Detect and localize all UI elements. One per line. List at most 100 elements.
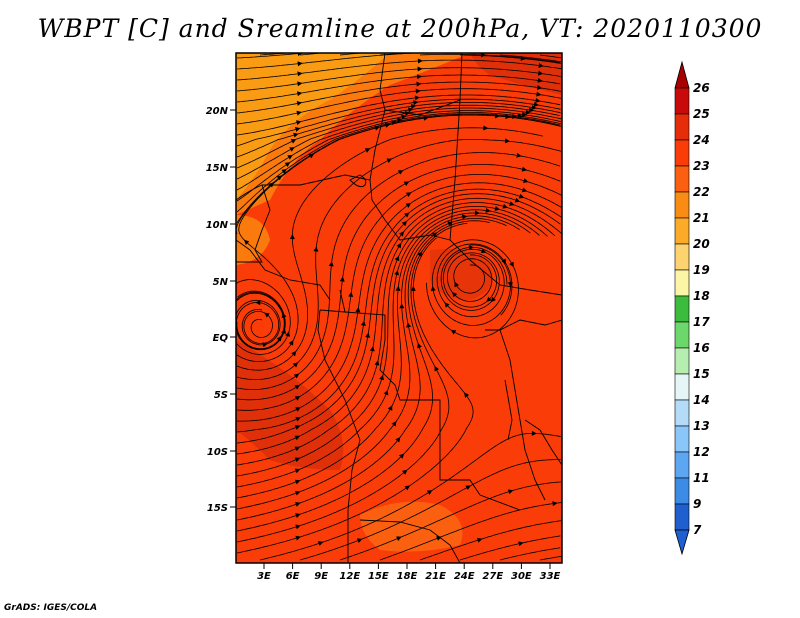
colorbar-segment xyxy=(674,139,690,167)
streamline-arrow xyxy=(486,296,492,302)
streamline-arrow xyxy=(507,282,513,288)
lon-label: 21E xyxy=(425,571,446,582)
streamline xyxy=(236,174,562,411)
streamline-arrow xyxy=(288,340,294,346)
streamline-arrow xyxy=(405,202,412,208)
streamline-arrow xyxy=(406,322,412,328)
streamline-arrow xyxy=(509,201,515,206)
streamline xyxy=(236,292,285,350)
streamline-arrow xyxy=(465,485,471,491)
streamline-arrow xyxy=(538,70,544,76)
streamline xyxy=(299,459,561,561)
lat-label: 20N xyxy=(206,106,229,117)
map-frame xyxy=(235,52,563,564)
streamline xyxy=(339,481,562,561)
streamline-arrow xyxy=(483,125,489,131)
lat-label: EQ xyxy=(213,333,229,344)
streamline-arrow xyxy=(430,285,436,292)
streamline-arrow xyxy=(284,162,291,167)
streamline-arrow xyxy=(292,362,299,368)
streamline-arrow xyxy=(386,158,393,164)
streamline-arrow xyxy=(395,285,401,292)
streamline xyxy=(236,59,562,81)
colorbar-segment xyxy=(674,295,690,323)
streamline-arrow xyxy=(552,501,558,507)
streamline-arrow xyxy=(518,193,525,199)
colorbar-label: 19 xyxy=(693,263,710,277)
streamline-arrow xyxy=(410,285,416,291)
streamline xyxy=(236,53,303,59)
colorbar-label: 7 xyxy=(693,523,702,537)
streamline-arrow xyxy=(297,61,303,67)
streamline-arrow xyxy=(417,66,423,72)
streamline xyxy=(426,239,519,339)
streamline-arrow xyxy=(295,502,301,507)
shade-orange-south xyxy=(360,501,463,552)
streamline-arrow xyxy=(399,303,405,309)
streamline-arrow xyxy=(294,396,301,401)
streamline-arrow xyxy=(537,77,543,83)
colorbar-segment xyxy=(674,243,690,271)
streamline-arrow xyxy=(417,58,423,64)
streamline-arrow xyxy=(383,389,389,396)
lon-label: 18E xyxy=(397,571,418,582)
streamline xyxy=(499,54,562,63)
streamline-arrow xyxy=(413,100,419,106)
streamline-arrow xyxy=(348,291,354,298)
streamline xyxy=(236,209,540,488)
streamline-arrow xyxy=(464,392,470,398)
streamline xyxy=(236,102,561,158)
colorbar-top-arrow xyxy=(674,60,690,89)
colorbar-segment xyxy=(674,191,690,219)
streamline-arrow xyxy=(294,435,301,441)
colorbar-label: 11 xyxy=(693,471,710,485)
streamline-arrow xyxy=(468,244,474,250)
streamline xyxy=(236,94,561,136)
streamline-arrow xyxy=(294,384,300,390)
colorbar-segment xyxy=(674,87,690,115)
streamline-arrow xyxy=(523,178,529,184)
streamline-arrow xyxy=(396,536,402,542)
streamline-arrow xyxy=(404,212,410,218)
colorbar-segment xyxy=(674,269,690,297)
lat-label: 5S xyxy=(214,390,228,401)
map-title: WBPT [C] and Sreamline at 200hPa, VT: 20… xyxy=(37,14,763,43)
streamline-arrow xyxy=(297,53,303,57)
streamline-arrow xyxy=(504,138,511,144)
streamline-arrow xyxy=(313,246,319,252)
streamline-arrow xyxy=(289,234,295,240)
streamline xyxy=(236,127,543,371)
streamline-arrow xyxy=(423,115,429,121)
lon-label: 3E xyxy=(257,571,271,582)
streamline xyxy=(236,182,562,422)
streamline-arrow xyxy=(414,95,421,101)
streamline-arrow xyxy=(297,71,303,77)
streamline xyxy=(236,197,562,455)
streamline xyxy=(259,433,561,561)
streamline-arrow xyxy=(255,300,261,306)
streamline-arrow xyxy=(293,132,299,138)
streamline-arrow xyxy=(514,197,521,203)
streamline-arrow xyxy=(531,104,537,110)
streamline-arrow xyxy=(518,541,524,547)
streamline-arrow xyxy=(294,446,301,452)
streamline xyxy=(236,202,556,466)
lat-label: 5N xyxy=(213,277,229,288)
streamline-arrow xyxy=(494,113,501,119)
streamline-arrow xyxy=(369,345,375,352)
streamline-arrow xyxy=(391,420,397,427)
colorbar-segment xyxy=(674,477,690,505)
streamline xyxy=(236,107,562,180)
streamlines xyxy=(236,53,562,561)
streamline-arrow xyxy=(404,485,411,491)
colorbar-label: 22 xyxy=(693,185,710,199)
streamline-arrow xyxy=(294,457,301,463)
streamline xyxy=(539,54,562,59)
colorbar-segment xyxy=(674,217,690,245)
colorbar-label: 17 xyxy=(693,315,710,329)
streamline-arrow xyxy=(521,187,528,193)
streamline-arrow xyxy=(394,255,400,262)
streamline xyxy=(236,152,561,390)
streamline-arrow xyxy=(480,53,486,58)
